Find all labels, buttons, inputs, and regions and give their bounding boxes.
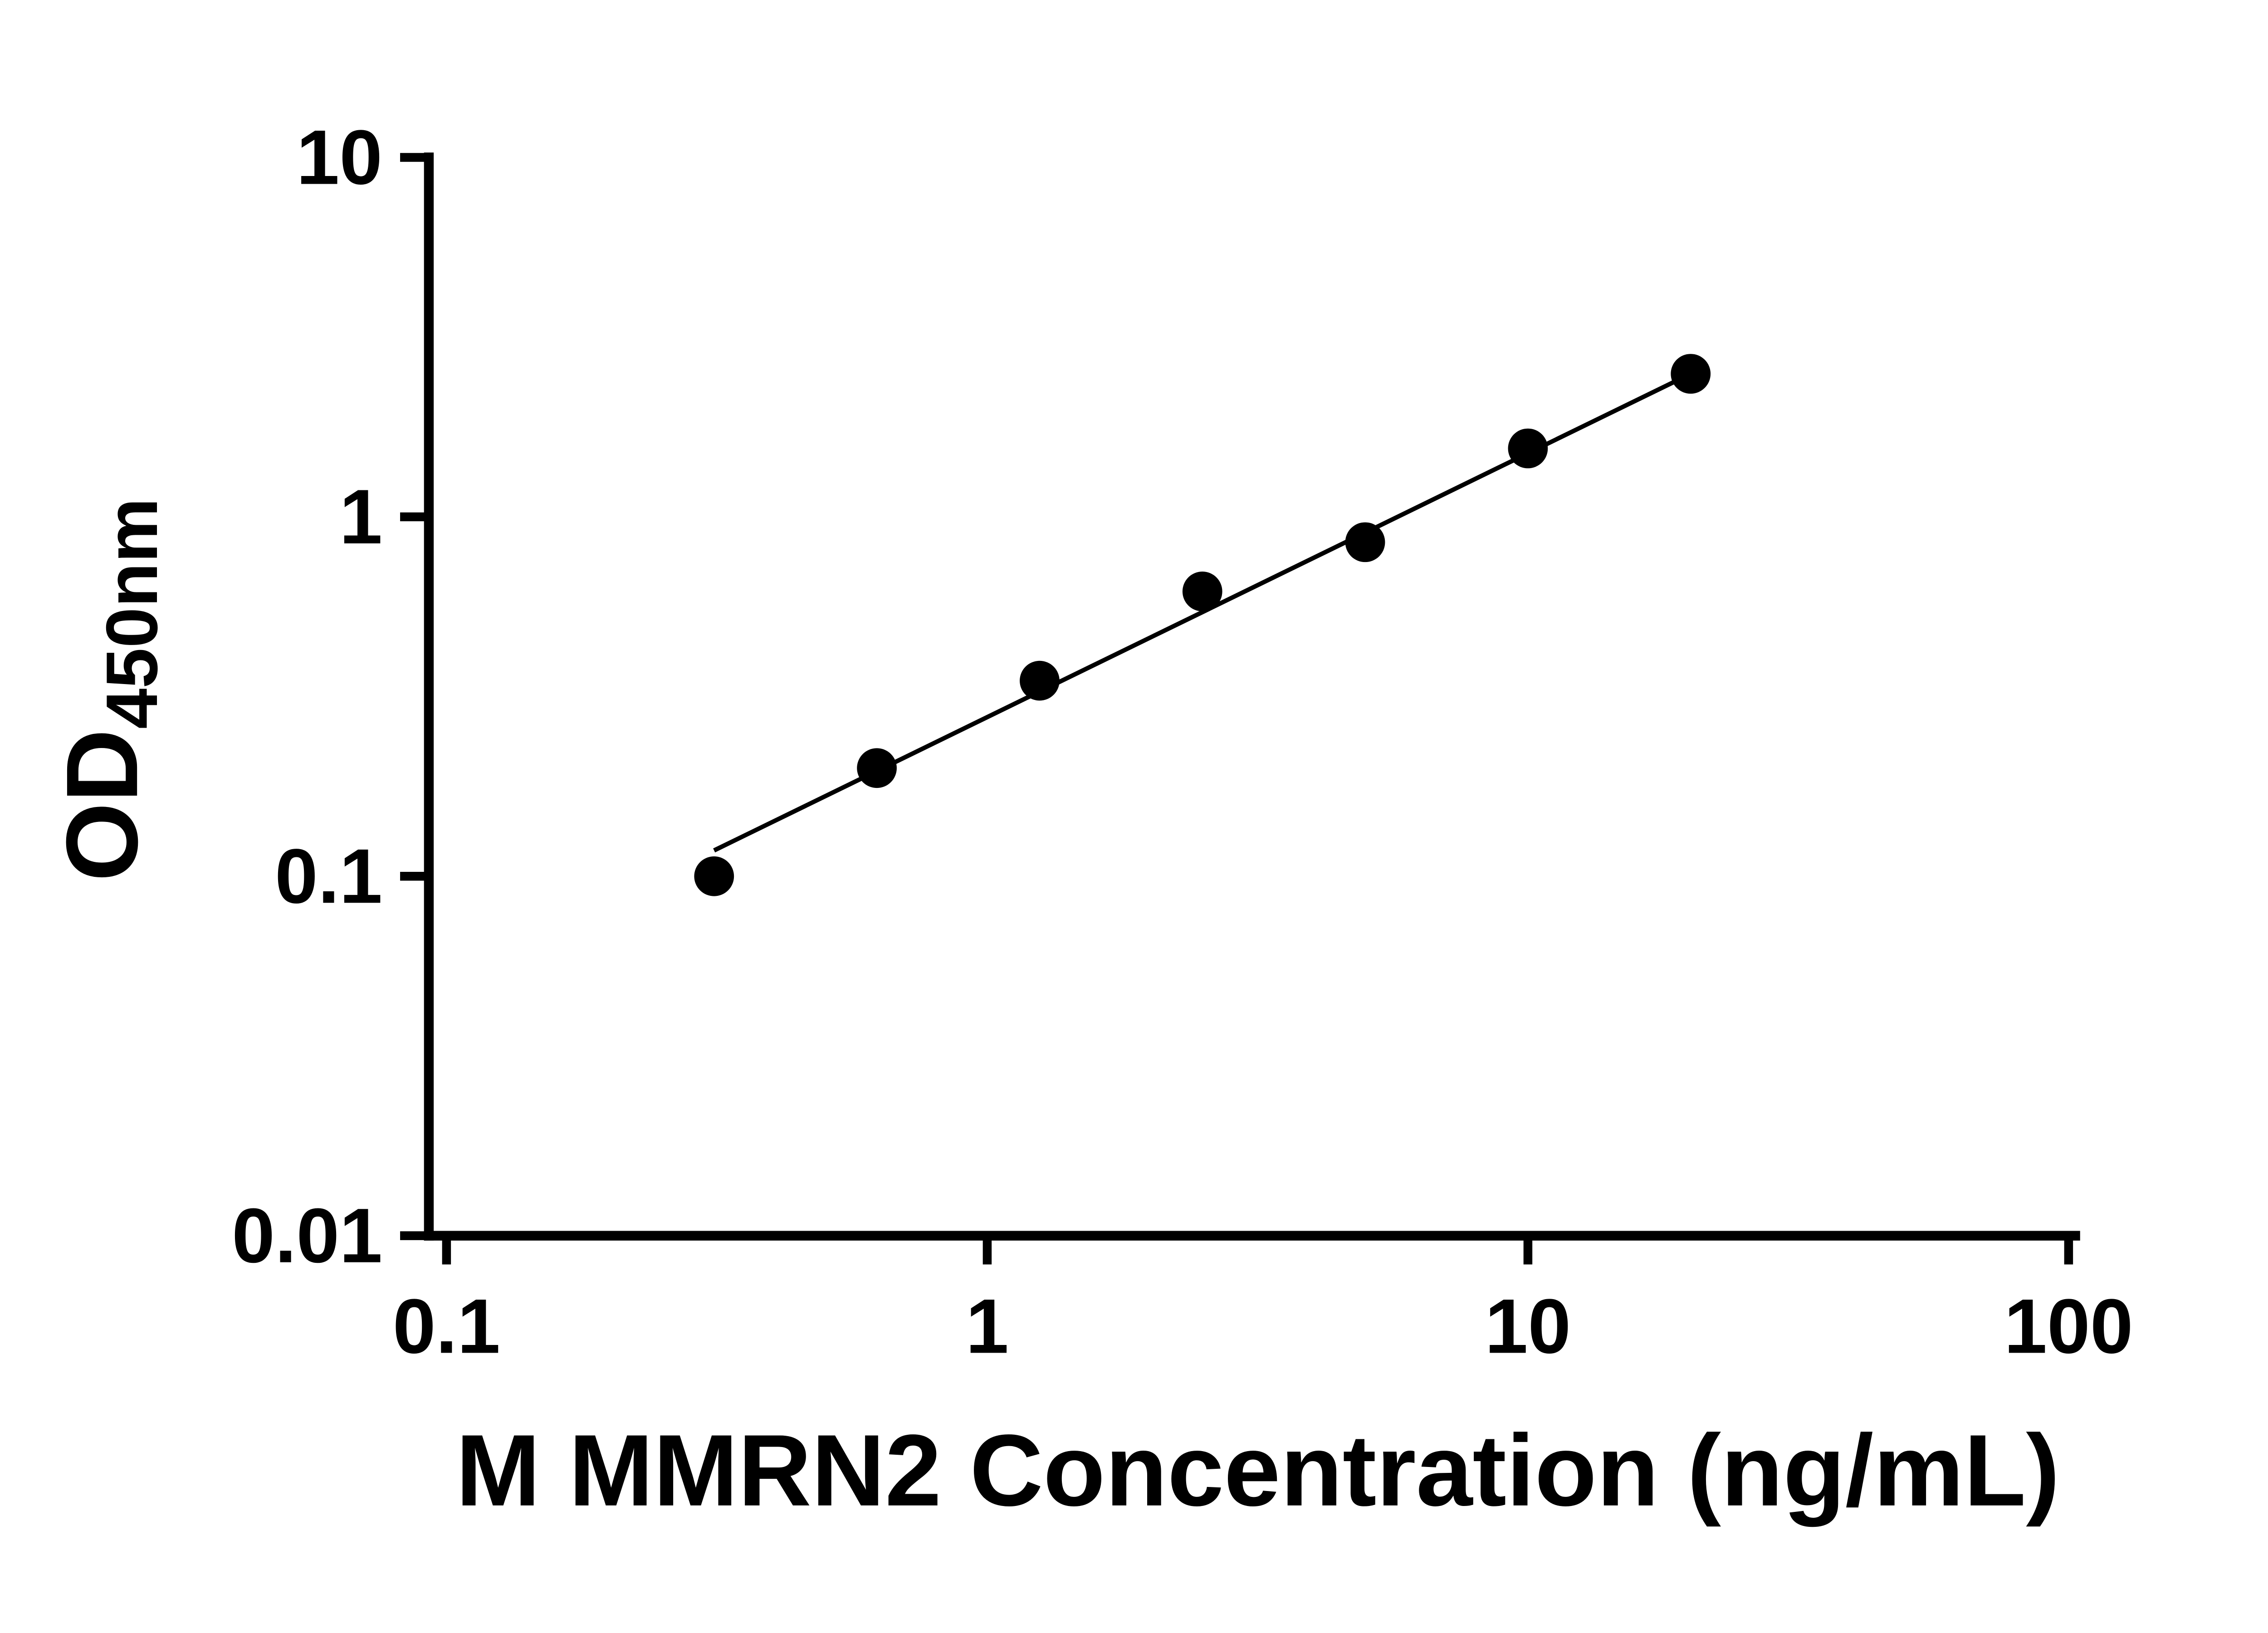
- x-axis-title: M MMRN2 Concentration (ng/mL): [456, 1413, 2060, 1527]
- data-point: [1671, 354, 1711, 394]
- x-tick-label: 10: [1485, 1283, 1571, 1369]
- data-point: [694, 856, 734, 896]
- y-axis-title-subscript: 450nm: [91, 498, 173, 729]
- data-point: [1182, 572, 1222, 611]
- data-point: [857, 748, 897, 788]
- y-tick-label: 0.1: [275, 833, 382, 919]
- chart-canvas: M MMRN2 Concentration (ng/mL) OD450nm 0.…: [45, 114, 2133, 1527]
- data-point: [1020, 660, 1060, 701]
- x-tick-label: 1: [966, 1283, 1009, 1369]
- data-point: [1508, 428, 1548, 469]
- x-tick-label: 100: [2004, 1283, 2133, 1369]
- y-tick-label: 10: [296, 114, 382, 200]
- y-tick-label: 1: [339, 474, 382, 560]
- data-point: [1345, 522, 1385, 562]
- y-axis-title-main: OD: [45, 729, 159, 881]
- y-axis-title: OD450nm: [45, 498, 173, 882]
- standard-curve-chart: M MMRN2 Concentration (ng/mL) OD450nm 0.…: [45, 114, 2133, 1527]
- y-tick-label: 0.01: [232, 1193, 382, 1279]
- x-tick-label: 0.1: [393, 1283, 500, 1369]
